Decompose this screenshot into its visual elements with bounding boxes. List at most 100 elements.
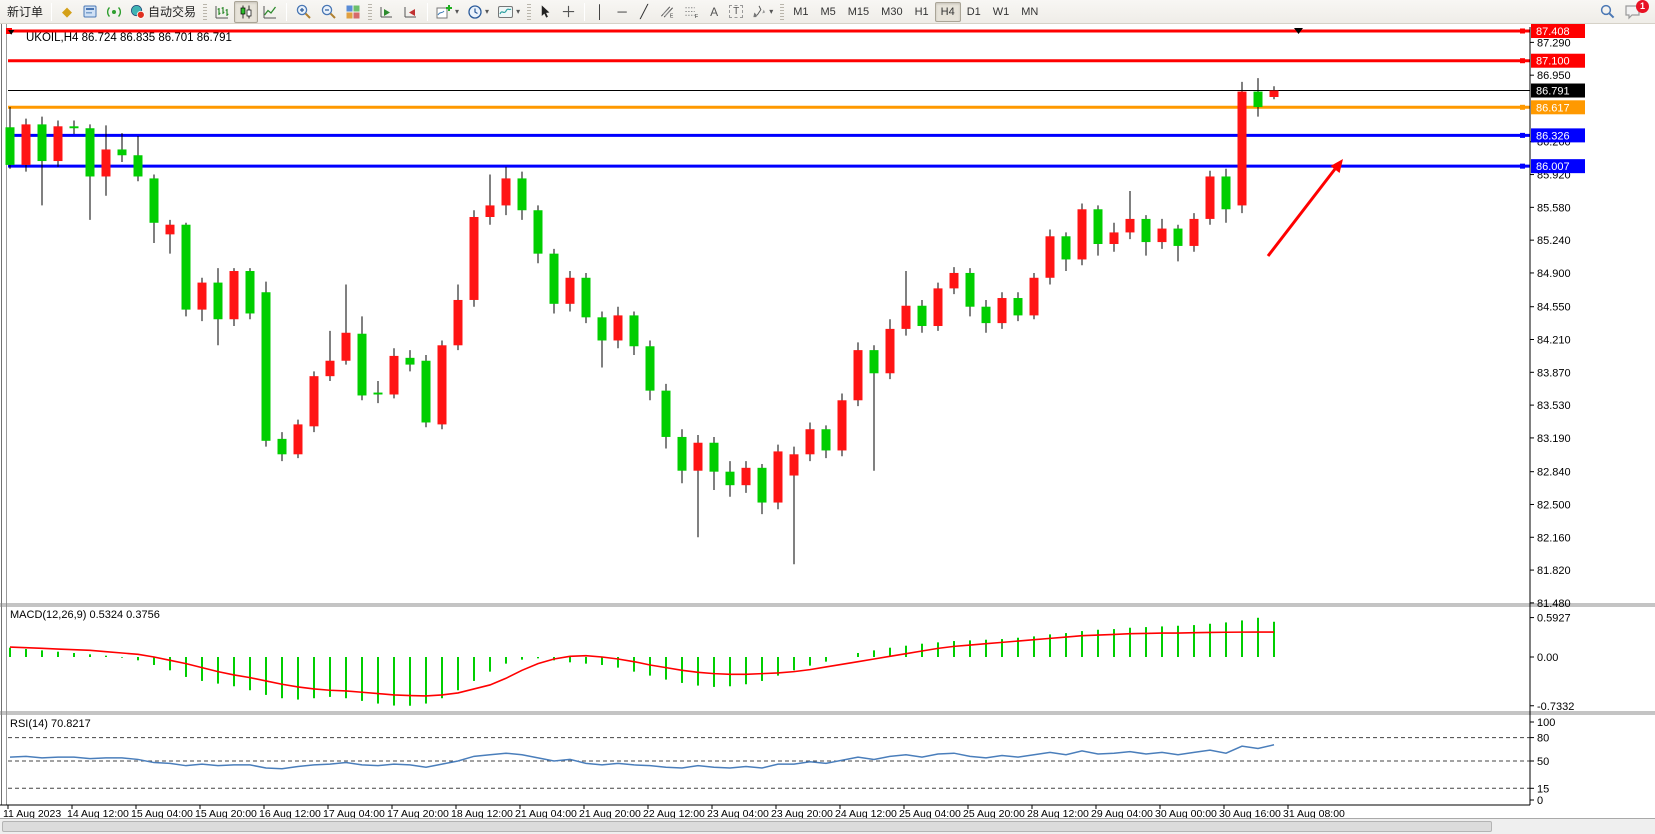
candle [1061, 236, 1071, 260]
time-tick-label: 28 Aug 12:00 [1027, 808, 1089, 818]
candle [1141, 218, 1151, 243]
price-tick-label: 83.870 [1537, 367, 1571, 379]
toolbar-drag-handle[interactable] [527, 3, 532, 20]
candle [725, 471, 735, 486]
candle [389, 355, 399, 395]
price-tick-label: 83.190 [1537, 433, 1571, 445]
candle [565, 277, 575, 304]
line-chart-mode-button[interactable] [258, 1, 282, 23]
toolbar-drag-handle[interactable] [780, 3, 785, 20]
toolbar-drag-handle[interactable] [368, 3, 373, 20]
time-axis[interactable]: 11 Aug 2023 14 Aug 12:00 15 Aug 04:00 15 Au… [3, 805, 1345, 820]
candle [117, 149, 127, 156]
shapes-tool-button[interactable]: ▾ [747, 1, 777, 23]
trend-line-tool-button[interactable]: ╱ [633, 1, 655, 23]
auto-trading-button[interactable]: 自动交易 [126, 1, 200, 23]
candle [1253, 91, 1263, 108]
rsi-tick-label: 80 [1537, 733, 1549, 745]
candle [501, 178, 511, 206]
candlestick-mode-button[interactable] [234, 0, 259, 23]
timeframe-h1-button[interactable]: H1 [914, 5, 929, 18]
candle [1029, 277, 1039, 316]
fibonacci-tool-button[interactable]: F [679, 1, 703, 23]
candle [757, 467, 767, 503]
svg-text:E: E [670, 14, 674, 19]
timeframe-m15-button[interactable]: M15 [847, 5, 870, 18]
text-tool-button[interactable]: A [703, 1, 725, 23]
notifications-button[interactable]: 1 [1620, 0, 1649, 23]
svg-text:87.100: 87.100 [1536, 56, 1570, 68]
candle [325, 360, 335, 377]
candle [581, 277, 591, 318]
candle [485, 205, 495, 217]
auto-scroll-button[interactable] [375, 1, 399, 23]
separator [51, 2, 53, 21]
symbol-dropdown-icon[interactable] [8, 30, 15, 35]
chart-properties-button[interactable]: ▾ [493, 1, 524, 23]
tile-windows-icon [345, 4, 361, 20]
dropdown-caret-icon: ▾ [485, 7, 490, 16]
zoom-in-button[interactable] [291, 1, 316, 23]
time-tick-label: 15 Aug 20:00 [195, 808, 257, 818]
timeframe-m1-button[interactable]: M1 [793, 5, 809, 18]
candle [629, 315, 639, 347]
zoom-out-icon [320, 3, 337, 20]
search-button[interactable] [1595, 1, 1620, 23]
tile-windows-button[interactable] [341, 1, 365, 23]
time-tick-label: 16 Aug 12:00 [259, 808, 321, 818]
candle [373, 392, 383, 395]
bar-chart-mode-button[interactable] [210, 1, 234, 23]
timeframe-mn-button[interactable]: MN [1021, 5, 1039, 18]
candle [405, 357, 415, 365]
market-watch-button[interactable]: ◆ [56, 1, 78, 23]
price-tick-label: 86.950 [1537, 70, 1571, 82]
macd-tick-label: 0.5927 [1537, 613, 1571, 625]
chart-symbol-title[interactable]: UKOIL,H4 86.724 86.835 86.701 86.791 [26, 32, 232, 44]
timeframe-d1-button[interactable]: D1 [966, 5, 981, 18]
timeframe-w1-button[interactable]: W1 [992, 5, 1010, 18]
timeframe-h4-button[interactable]: H4 [934, 1, 961, 22]
add-indicator-button[interactable]: ▾ [432, 1, 463, 23]
scrollbar-thumb[interactable] [2, 821, 1492, 832]
horizontal-scrollbar[interactable] [0, 818, 1655, 834]
candle [821, 429, 831, 451]
candle [677, 436, 687, 471]
candle [213, 282, 223, 320]
period-button[interactable]: ▾ [463, 1, 493, 23]
horizontal-line-tool-button[interactable]: ─ [611, 1, 633, 23]
crosshair-icon [562, 5, 575, 18]
timeframe-m30-button[interactable]: M30 [881, 5, 903, 18]
price-tick-label: 82.840 [1537, 467, 1571, 479]
candle [5, 127, 15, 165]
candle [837, 400, 847, 451]
macd-tick-label: -0.7332 [1537, 701, 1574, 713]
time-tick-label: 25 Aug 04:00 [899, 808, 961, 818]
text-label-tool-button[interactable]: T [725, 1, 747, 23]
trend-arrow-annotation[interactable] [1266, 159, 1343, 257]
chart-shift-button[interactable] [399, 1, 423, 23]
candle [1269, 90, 1279, 97]
vertical-line-tool-button[interactable]: │ [589, 1, 611, 23]
toolbar-drag-handle[interactable] [203, 3, 208, 20]
candle [469, 216, 479, 300]
candle [149, 178, 159, 223]
signals-button[interactable] [102, 1, 126, 23]
candle [773, 451, 783, 503]
zoom-out-button[interactable] [316, 1, 341, 23]
svg-text:86.007: 86.007 [1536, 161, 1570, 173]
new-order-button[interactable]: 新订单 [7, 5, 44, 19]
zoom-in-icon [295, 3, 312, 20]
price-badge-86.007: 86.007 [1531, 159, 1585, 174]
channel-tool-button[interactable]: E [655, 1, 679, 23]
timeframe-m5-button[interactable]: M5 [820, 5, 836, 18]
price-tick-label: 84.900 [1537, 268, 1571, 280]
cursor-button[interactable] [534, 1, 557, 23]
candles[interactable] [5, 78, 1279, 565]
chart-shift-marker[interactable] [1294, 28, 1303, 34]
crosshair-button[interactable] [557, 1, 580, 23]
candle [917, 305, 927, 327]
chart-canvas[interactable]: 87.29086.95086.26085.92085.58085.24084.9… [0, 24, 1655, 820]
time-tick-label: 24 Aug 12:00 [835, 808, 897, 818]
time-tick-label: 30 Aug 00:00 [1155, 808, 1217, 818]
data-window-button[interactable] [78, 1, 102, 23]
